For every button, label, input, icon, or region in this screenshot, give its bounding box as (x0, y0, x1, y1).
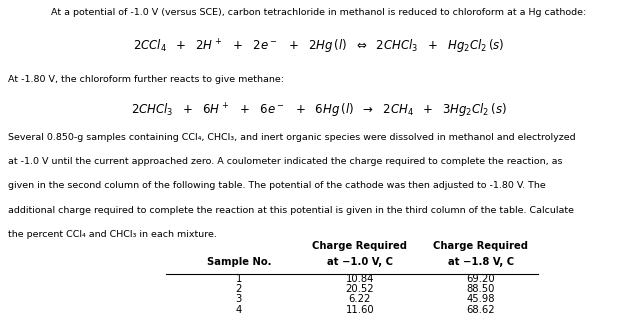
Text: 4: 4 (236, 305, 242, 315)
Text: 68.62: 68.62 (467, 305, 495, 315)
Text: 3: 3 (236, 294, 242, 304)
Text: 1: 1 (236, 274, 242, 284)
Text: at −1.0 V, C: at −1.0 V, C (327, 257, 393, 267)
Text: 2: 2 (236, 284, 242, 294)
Text: at −1.8 V, C: at −1.8 V, C (448, 257, 514, 267)
Text: $2CHCl_3\ \ +\ \ 6H^+\ \ +\ \ 6e^-\ \ +\ \ 6Hg\,(l)\ \ \rightarrow\ \ 2CH_4\ \ +: $2CHCl_3\ \ +\ \ 6H^+\ \ +\ \ 6e^-\ \ +\… (131, 101, 506, 120)
Text: Charge Required: Charge Required (433, 241, 529, 251)
Text: Sample No.: Sample No. (206, 257, 271, 267)
Text: 11.60: 11.60 (346, 305, 374, 315)
Text: at -1.0 V until the current approached zero. A coulometer indicated the charge r: at -1.0 V until the current approached z… (8, 157, 562, 166)
Text: 6.22: 6.22 (348, 294, 371, 304)
Text: At a potential of -1.0 V (versus SCE), carbon tetrachloride in methanol is reduc: At a potential of -1.0 V (versus SCE), c… (51, 8, 586, 17)
Text: 69.20: 69.20 (467, 274, 495, 284)
Text: 20.52: 20.52 (346, 284, 374, 294)
Text: 45.98: 45.98 (467, 294, 495, 304)
Text: given in the second column of the following table. The potential of the cathode : given in the second column of the follow… (8, 181, 545, 190)
Text: $2CCl_4\ \ +\ \ 2H^+\ \ +\ \ 2e^-\ \ +\ \ 2Hg\,(l)\ \ \Leftrightarrow\ \ 2CHCl_3: $2CCl_4\ \ +\ \ 2H^+\ \ +\ \ 2e^-\ \ +\ … (133, 38, 504, 56)
Text: the percent CCl₄ and CHCl₃ in each mixture.: the percent CCl₄ and CHCl₃ in each mixtu… (8, 230, 217, 239)
Text: Charge Required: Charge Required (312, 241, 408, 251)
Text: 10.84: 10.84 (346, 274, 374, 284)
Text: Several 0.850-g samples containing CCl₄, CHCl₃, and inert organic species were d: Several 0.850-g samples containing CCl₄,… (8, 133, 575, 142)
Text: additional charge required to complete the reaction at this potential is given i: additional charge required to complete t… (8, 206, 574, 214)
Text: 88.50: 88.50 (467, 284, 495, 294)
Text: At -1.80 V, the chloroform further reacts to give methane:: At -1.80 V, the chloroform further react… (8, 75, 283, 84)
